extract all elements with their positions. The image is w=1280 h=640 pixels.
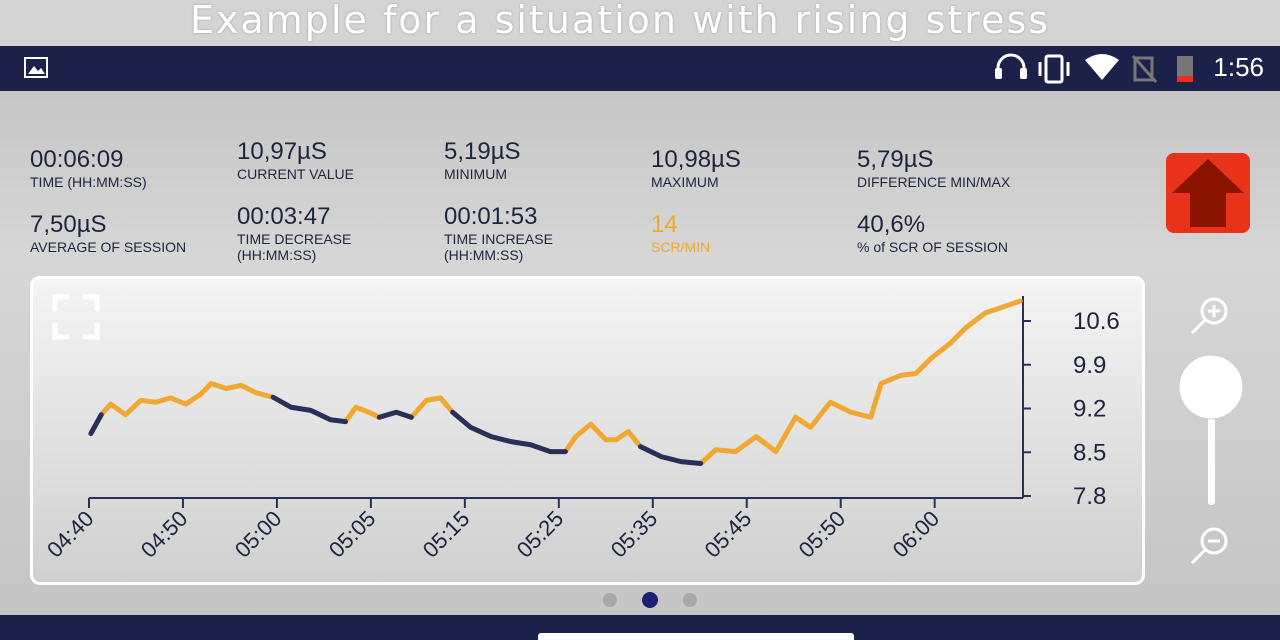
- stat-label: AVERAGE OF SESSION: [30, 239, 187, 255]
- x-tick-label: 06:00: [888, 506, 945, 563]
- stat-label: TIME (HH:MM:SS): [30, 174, 147, 190]
- status-icons: [24, 53, 1193, 84]
- stat-value: 14: [651, 211, 678, 238]
- trend-arrow: [1172, 159, 1244, 227]
- stat-value: 10,98µS: [651, 146, 741, 173]
- image-icon: [24, 57, 48, 78]
- stat: 00:06:09 TIME (HH:MM:SS): [30, 146, 147, 190]
- zoom-knob[interactable]: [1178, 354, 1244, 420]
- zoom-in[interactable]: [1200, 297, 1228, 325]
- stat: 5,19µS MINIMUM: [444, 138, 521, 182]
- zoom-in-glyph: [1190, 305, 1220, 335]
- stat-label: DIFFERENCE MIN/MAX: [857, 174, 1011, 190]
- stat: 40,6%% of SCR OF SESSION: [857, 211, 1008, 255]
- data-line: [88, 394, 704, 466]
- headset-left: [995, 68, 1002, 79]
- stat-value: 00:03:47: [237, 203, 331, 230]
- stat: 10,97µS CURRENT VALUE: [237, 138, 354, 182]
- stat-label: SCR/MIN: [651, 239, 711, 255]
- stat-value: 00:01:53: [444, 203, 538, 230]
- stat-label: MAXIMUM: [651, 174, 719, 190]
- wifi-icon: [1085, 54, 1119, 80]
- y-tick-label: 10.6: [1073, 308, 1120, 335]
- stat-value: 5,19µS: [444, 138, 521, 165]
- arrow-up: [1172, 159, 1244, 227]
- stat-value: 40,6%: [857, 211, 926, 238]
- y-tick-label: 9.2: [1073, 396, 1106, 423]
- x-tick-label: 05:25: [512, 506, 569, 563]
- y-tick-label: 9.9: [1073, 352, 1106, 379]
- zoom-out[interactable]: [1200, 527, 1228, 555]
- headset-icon: [996, 53, 1026, 76]
- battery-icon: [1177, 56, 1193, 82]
- banner-text: Example for a situation with rising stre…: [189, 0, 1051, 42]
- x-tick-label: 05:50: [794, 506, 851, 563]
- stat-value: 5,79µS: [857, 146, 934, 173]
- zoom-control: [1178, 297, 1244, 565]
- stat-label: (HH:MM:SS): [237, 247, 317, 263]
- stat: 00:03:47 TIME DECREASE (HH:MM:SS): [237, 203, 351, 263]
- stat-label: % of SCR OF SESSION: [857, 239, 1008, 255]
- x-tick-label: 05:35: [606, 506, 663, 563]
- x-tick-label: 05:45: [700, 506, 757, 563]
- y-tick-label: 8.5: [1073, 439, 1106, 466]
- y-tick-label: 7.8: [1073, 483, 1106, 510]
- stat-value: 10,97µS: [237, 138, 327, 165]
- page-dot-active[interactable]: [642, 592, 658, 608]
- status-bar: 1:56: [0, 46, 1280, 91]
- stat: 5,79µS DIFFERENCE MIN/MAX: [857, 146, 1010, 190]
- zoom-out-glyph: [1190, 539, 1220, 565]
- x-tick-label: 04:40: [42, 506, 99, 563]
- x-tick-label: 04:50: [136, 506, 193, 563]
- x-tick-label: 05:15: [418, 506, 475, 563]
- stat-value: 00:06:09: [30, 146, 124, 173]
- stat: 00:01:53 TIME INCREASE (HH:MM:SS): [444, 203, 553, 263]
- chart: 7.8 8.5 9.2 9.9 10.6 04:40 04:50 05:00 05:05 05:1…: [42, 294, 1120, 563]
- stat-value: 7,50µS: [30, 211, 107, 238]
- stat: 10,98µS MAXIMUM: [651, 146, 741, 190]
- stat-label: (HH:MM:SS): [444, 247, 524, 263]
- home-indicator: [538, 633, 854, 640]
- stat: 7,50µS AVERAGE OF SESSION: [30, 211, 186, 255]
- vibrate-lines: [1038, 62, 1070, 76]
- stat-label: TIME INCREASE: [444, 231, 553, 247]
- banner: Example for a situation with rising stre…: [0, 0, 1280, 46]
- page-dots: [603, 592, 697, 608]
- x-tick-label: 05:05: [324, 506, 381, 563]
- chart-panel: 7.8 8.5 9.2 9.9 10.6 04:40 04:50 05:00 05:05 05:1…: [30, 276, 1145, 585]
- stat: 14 SCR/MIN: [651, 211, 710, 255]
- stat-label: CURRENT VALUE: [237, 166, 354, 182]
- clock: 1:56: [1213, 52, 1264, 82]
- stat-label: MINIMUM: [444, 166, 507, 182]
- x-tick-label: 05:00: [230, 506, 287, 563]
- headset-right: [1020, 68, 1027, 79]
- vibrate-icon: [1044, 54, 1064, 84]
- page-dot[interactable]: [603, 593, 617, 607]
- stat-label: TIME DECREASE: [237, 231, 352, 247]
- battery-level: [1177, 76, 1193, 82]
- fullscreen-icon[interactable]: [52, 294, 100, 340]
- page-dot[interactable]: [683, 593, 697, 607]
- trend-button[interactable]: [1166, 153, 1250, 233]
- sim-icon: [1131, 55, 1158, 83]
- bottom-bar: [0, 615, 1280, 640]
- data-line: [98, 298, 1023, 466]
- image-icon-shape: [28, 66, 45, 74]
